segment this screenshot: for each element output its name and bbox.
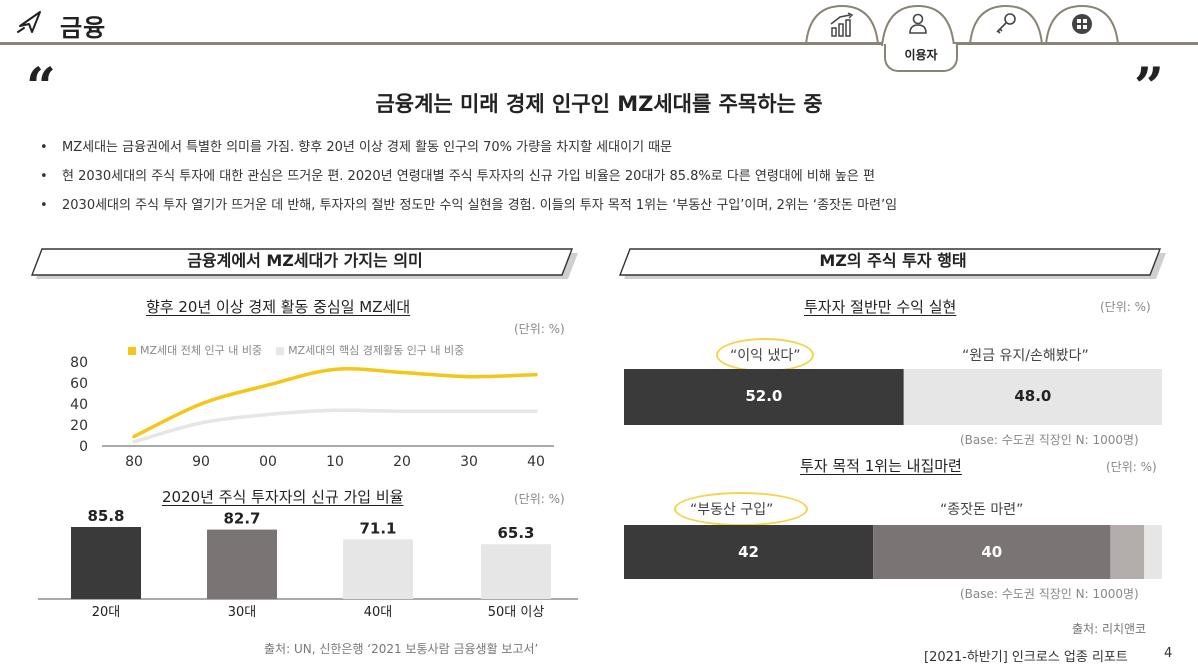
purpose-stacked-bar: 42 40	[624, 525, 1162, 579]
stack-segment-1	[873, 525, 1111, 579]
header-divider	[0, 42, 1198, 45]
active-tab-label: 이용자	[884, 44, 958, 72]
segment-label-realestate: “부동산 구입”	[690, 502, 774, 518]
left-source: 출처: UN, 신한은행 ‘2021 보통사람 금융생활 보고서’	[264, 642, 539, 656]
page-number: 4	[1164, 646, 1173, 661]
stack-value-label: 42	[738, 543, 759, 561]
x-tick-label: 20	[393, 454, 411, 470]
x-tick-label: 40	[527, 454, 545, 470]
left-section-header: 금융계에서 MZ세대가 가지는 의미	[30, 248, 580, 279]
paper-plane-icon	[16, 8, 44, 36]
purpose-base-note: (Base: 수도권 직장인 N: 1000명)	[960, 587, 1139, 601]
left-section-title: 금융계에서 MZ세대가 가지는 의미	[187, 251, 423, 270]
stack-segment-0	[624, 525, 874, 579]
open-quote-mark: “	[26, 57, 56, 118]
x-tick-label: 80	[125, 454, 143, 470]
bar-category-label: 30대	[228, 605, 257, 620]
bar-chart-unit: (단위: %)	[514, 492, 565, 506]
close-quote-mark: ”	[1134, 57, 1164, 118]
tab-growth[interactable]	[804, 4, 880, 44]
legend-swatch-total	[128, 347, 136, 355]
bullet-item: • 2030세대의 주식 투자 열기가 뜨거운 데 반해, 투자자의 절반 정도만…	[40, 198, 898, 213]
y-tick-label: 80	[70, 355, 88, 371]
line-chart-title: 향후 20년 이상 경제 활동 중심일 MZ세대	[146, 298, 411, 316]
tab-user[interactable]	[880, 4, 956, 46]
x-tick-label: 30	[460, 454, 478, 470]
tab-key[interactable]	[968, 4, 1044, 44]
y-tick-label: 0	[79, 439, 88, 455]
bar-value-label: 85.8	[87, 507, 124, 525]
bar-1	[207, 529, 277, 599]
y-tick-label: 20	[70, 418, 88, 434]
legend-swatch-core	[276, 347, 285, 355]
stack-value-label: 52.0	[745, 387, 782, 405]
bar-2	[343, 539, 413, 599]
right-section-header: MZ의 주식 투자 행태	[618, 248, 1168, 279]
stack-segment-0	[624, 369, 904, 425]
line-chart: 0 20 40 60 80 80 90 00 10 20 30 40	[70, 355, 554, 470]
bar-value-label: 82.7	[223, 510, 260, 528]
y-tick-label: 40	[70, 397, 88, 413]
stack-segment-3	[1144, 525, 1162, 579]
stack-value-label: 48.0	[1014, 387, 1051, 405]
series-line-total	[132, 367, 538, 439]
section-title: 금융	[60, 14, 107, 42]
legend-label-total: MZ세대 전체 인구 내 비중	[140, 344, 263, 357]
bar-category-label: 40대	[364, 605, 393, 620]
bar-0	[71, 527, 141, 599]
segment-label-profit: “이익 냈다”	[730, 348, 801, 364]
summary-bullets: • MZ세대는 금융권에서 특별한 의미를 가짐. 향후 20년 이상 경제 활동…	[40, 138, 1180, 225]
profit-chart-title: 투자자 절반만 수익 실현	[804, 298, 957, 316]
profit-chart-unit: (단위: %)	[1100, 300, 1151, 314]
bullet-item: • MZ세대는 금융권에서 특별한 의미를 가짐. 향후 20년 이상 경제 활동…	[40, 140, 673, 155]
page-headline: 금융계는 미래 경제 인구인 MZ세대를 주목하는 중	[375, 92, 823, 116]
bar-3	[481, 544, 551, 599]
stack-segment-2	[1110, 525, 1145, 579]
right-section-title: MZ의 주식 투자 행태	[819, 251, 967, 270]
x-tick-label: 90	[192, 454, 210, 470]
bar-value-label: 65.3	[497, 524, 534, 542]
bar-chart-title: 2020년 주식 투자자의 신규 가입 비율	[162, 488, 404, 506]
purpose-chart-title: 투자 목적 1위는 내집마련	[800, 457, 962, 475]
bar-chart: 85.8 20대 82.7 30대 71.1 40대 65.3 50대 이상	[38, 507, 578, 620]
stack-segment-1	[903, 369, 1162, 425]
line-chart-legend: MZ세대 전체 인구 내 비중 MZ세대의 핵심 경제활동 인구 내 비중	[128, 342, 464, 358]
right-source: 출처: 리치앤코	[1072, 622, 1147, 636]
profit-base-note: (Base: 수도권 직장인 N: 1000명)	[960, 433, 1139, 447]
x-tick-label: 10	[326, 454, 344, 470]
purpose-chart-unit: (단위: %)	[1106, 460, 1157, 474]
bar-category-label: 50대 이상	[488, 605, 545, 620]
bullet-item: • 현 2030세대의 주식 투자에 대한 관심은 뜨거운 편. 2020년 연령…	[40, 169, 875, 184]
segment-label-loss: “원금 유지/손해봤다”	[962, 348, 1089, 364]
stack-value-label: 40	[981, 543, 1002, 561]
series-line-core	[132, 408, 538, 444]
line-chart-unit: (단위: %)	[514, 322, 565, 336]
legend-label-core: MZ세대의 핵심 경제활동 인구 내 비중	[288, 344, 465, 357]
tab-grid[interactable]	[1044, 4, 1120, 44]
y-tick-label: 60	[70, 376, 88, 392]
bar-value-label: 71.1	[359, 519, 396, 537]
profit-stacked-bar: 52.0 48.0	[624, 369, 1162, 425]
report-footer: [2021-하반기] 인크로스 업종 리포트	[924, 650, 1128, 665]
bar-category-label: 20대	[92, 605, 121, 620]
segment-label-seedmoney: “종잣돈 마련”	[940, 502, 1024, 518]
x-tick-label: 00	[259, 454, 277, 470]
